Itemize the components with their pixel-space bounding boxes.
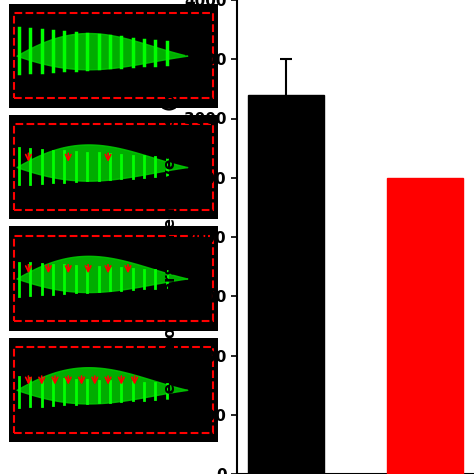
Y-axis label: Length of intersegmental vessels (μm): Length of intersegmental vessels (μm) <box>164 71 178 403</box>
FancyBboxPatch shape <box>9 4 218 108</box>
Bar <box>14 13 213 99</box>
FancyBboxPatch shape <box>9 115 218 219</box>
FancyBboxPatch shape <box>9 226 218 331</box>
Bar <box>14 347 213 432</box>
FancyBboxPatch shape <box>9 337 218 442</box>
Bar <box>14 236 213 321</box>
Bar <box>248 95 324 474</box>
Text: B: B <box>130 0 152 4</box>
Bar <box>14 124 213 210</box>
Bar <box>387 178 463 474</box>
